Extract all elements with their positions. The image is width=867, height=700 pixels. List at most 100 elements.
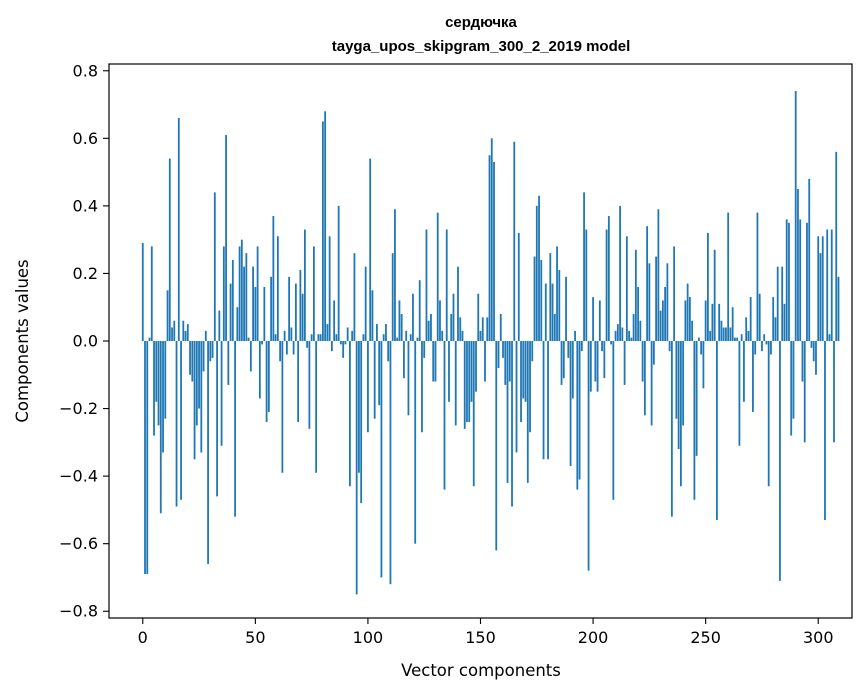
- bar: [371, 290, 374, 341]
- bar: [249, 341, 252, 372]
- bar: [612, 341, 615, 500]
- bar: [743, 341, 745, 402]
- bar: [186, 324, 189, 341]
- bar: [781, 266, 784, 341]
- bar: [560, 341, 563, 385]
- bar: [808, 178, 811, 341]
- bar: [202, 341, 205, 372]
- bar: [524, 341, 527, 402]
- bar: [146, 341, 149, 575]
- bar: [634, 249, 637, 341]
- bar: [605, 229, 608, 341]
- bar: [774, 317, 777, 341]
- bar: [164, 341, 167, 419]
- bar: [193, 341, 196, 460]
- x-axis-ticks: 0 50 100 150 200 250 300: [138, 618, 834, 647]
- bar: [517, 232, 520, 341]
- bar: [490, 138, 493, 341]
- bar: [227, 341, 230, 385]
- bar: [303, 229, 306, 341]
- bar: [702, 341, 705, 389]
- x-tick-label: 200: [578, 628, 609, 647]
- bar: [409, 334, 412, 341]
- bar: [207, 341, 209, 564]
- bar: [355, 341, 358, 595]
- bar: [184, 330, 187, 341]
- bar: [659, 310, 662, 341]
- bar: [475, 341, 477, 392]
- bar: [353, 253, 356, 341]
- bar: [526, 341, 529, 483]
- bar: [340, 341, 342, 345]
- bar: [587, 341, 590, 571]
- bar: [585, 229, 588, 341]
- bar: [767, 341, 770, 487]
- bar: [463, 341, 466, 429]
- bar: [247, 337, 250, 341]
- bar: [213, 192, 216, 341]
- bar: [506, 341, 509, 483]
- bar: [747, 330, 750, 341]
- bar: [279, 341, 282, 362]
- bar: [758, 293, 761, 341]
- bar: [529, 341, 531, 433]
- bar: [256, 246, 259, 341]
- bar: [416, 337, 419, 341]
- bar: [556, 246, 558, 341]
- bar: [191, 341, 194, 382]
- bar: [551, 283, 554, 341]
- bar: [180, 341, 182, 500]
- bar: [436, 212, 439, 341]
- bar: [301, 293, 304, 341]
- bar: [508, 341, 511, 382]
- bar: [815, 341, 817, 375]
- bar: [218, 310, 221, 341]
- x-tick-label: 100: [353, 628, 384, 647]
- bar: [666, 263, 669, 341]
- bar: [833, 341, 835, 443]
- bar: [324, 111, 327, 341]
- bar: [619, 205, 621, 341]
- bar: [414, 341, 417, 544]
- bar: [736, 337, 739, 341]
- bar: [175, 341, 178, 507]
- bar: [643, 341, 646, 416]
- bar: [686, 283, 689, 341]
- bar: [276, 236, 279, 341]
- bar: [589, 341, 592, 392]
- bar: [632, 313, 635, 341]
- bar: [497, 341, 500, 369]
- bar: [299, 270, 302, 341]
- bar: [761, 341, 763, 352]
- bar: [765, 341, 768, 345]
- bar: [569, 341, 572, 466]
- bar: [650, 341, 653, 426]
- bar: [601, 341, 603, 352]
- bar: [679, 341, 682, 487]
- bar: [418, 280, 421, 341]
- bar: [231, 259, 234, 341]
- bar: [457, 266, 459, 341]
- bar: [292, 341, 295, 355]
- chart-title-line-2: tayga_upos_skipgram_300_2_2019 model: [332, 38, 631, 55]
- bar: [734, 337, 736, 341]
- bar: [344, 341, 347, 345]
- bar: [698, 337, 700, 341]
- bar: [351, 330, 354, 341]
- bar: [315, 341, 318, 473]
- bar: [819, 253, 822, 341]
- y-tick-label: −0.2: [59, 399, 98, 418]
- bar: [792, 341, 795, 419]
- bar: [177, 118, 180, 341]
- bar: [310, 334, 313, 341]
- bar: [382, 334, 385, 341]
- y-tick-label: 0.8: [73, 61, 98, 80]
- bar: [195, 341, 198, 426]
- bar: [657, 209, 660, 341]
- bar: [614, 330, 617, 341]
- bar: [616, 324, 619, 341]
- bar: [664, 286, 667, 341]
- bar: [707, 232, 709, 341]
- bar: [328, 236, 331, 341]
